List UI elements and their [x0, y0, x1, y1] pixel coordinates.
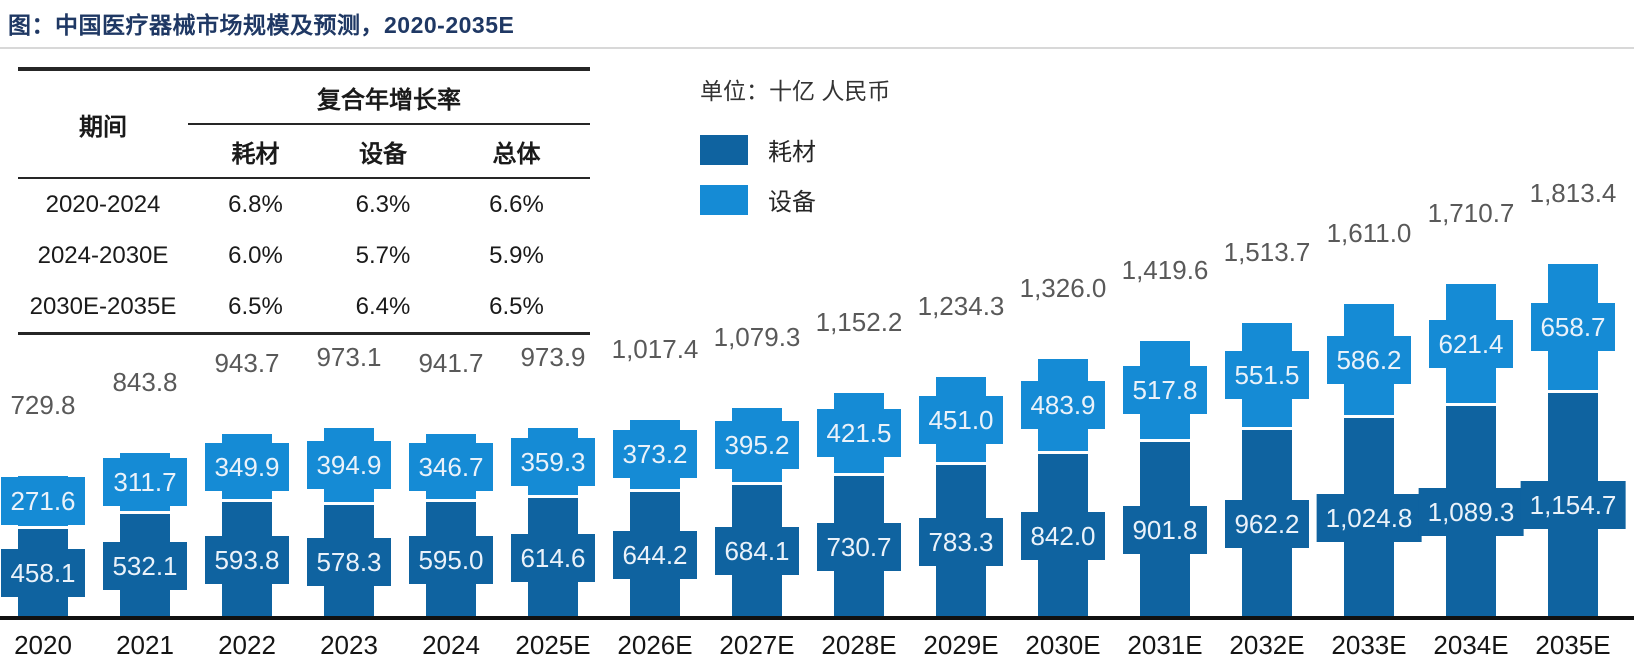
- bar-value-label-equipment: 483.9: [1021, 381, 1105, 430]
- bar-value-label-equipment: 349.9: [205, 442, 289, 491]
- table-period-header: 期间: [18, 69, 188, 179]
- figure-title: 图：中国医疗器械市场规模及预测，2020-2035E: [8, 12, 515, 38]
- bar-value-label-consumables: 644.2: [613, 531, 697, 580]
- x-axis-label: 2035E: [1535, 630, 1611, 658]
- table-cell-consumables: 6.8%: [228, 190, 283, 218]
- bar-value-label-equipment: 658.7: [1531, 303, 1615, 352]
- bar-value-label-equipment: 451.0: [919, 395, 1003, 444]
- legend-item-consumables: 耗材: [700, 132, 890, 167]
- bar-value-label-equipment: 311.7: [103, 458, 187, 507]
- table-subheader-equipment: 设备: [323, 124, 443, 179]
- bar-value-label-consumables: 595.0: [409, 535, 493, 584]
- bar-total-label: 1,326.0: [1019, 273, 1107, 304]
- x-axis-label: 2034E: [1433, 630, 1509, 658]
- x-axis-label: 2020: [14, 630, 72, 658]
- table-cagr-header: 复合年增长率: [188, 69, 591, 125]
- table-cell-period: 2024-2030E: [37, 241, 169, 269]
- bar-value-label-consumables: 962.2: [1225, 500, 1309, 549]
- bar-total-label: 1,234.3: [917, 291, 1005, 322]
- bar-total-label: 943.7: [214, 347, 280, 378]
- bar-value-label-consumables: 842.0: [1021, 511, 1105, 560]
- bar-value-label-consumables: 578.3: [307, 537, 391, 586]
- bar-value-label-equipment: 421.5: [817, 408, 901, 457]
- legend: 单位：十亿 人民币 耗材 设备: [700, 72, 890, 232]
- legend-item-equipment: 设备: [700, 182, 890, 217]
- x-axis-label: 2024: [422, 630, 480, 658]
- table-cell-overall: 6.6%: [489, 190, 544, 218]
- unit-label: 单位：十亿 人民币: [700, 78, 891, 104]
- bar-value-label-consumables: 1,024.8: [1316, 494, 1422, 543]
- bar-value-label-equipment: 271.6: [1, 476, 85, 525]
- bar-total-label: 1,513.7: [1223, 236, 1311, 267]
- bar-total-label: 973.1: [316, 342, 382, 373]
- x-axis-label: 2025E: [515, 630, 591, 658]
- x-axis-label: 2032E: [1229, 630, 1305, 658]
- x-axis-label: 2026E: [617, 630, 693, 658]
- x-axis-label: 2031E: [1127, 630, 1203, 658]
- bar-value-label-equipment: 586.2: [1327, 335, 1411, 384]
- bar-total-label: 1,710.7: [1427, 198, 1515, 229]
- table-subheader-consumables: 耗材: [188, 124, 323, 179]
- x-axis-label: 2023: [320, 630, 378, 658]
- bar-total-label: 973.9: [520, 342, 586, 373]
- table-cell-period: 2020-2024: [45, 190, 161, 218]
- bar-value-label-equipment: 517.8: [1123, 366, 1207, 415]
- table-cell-consumables: 6.0%: [228, 241, 283, 269]
- bar-total-label: 1,813.4: [1529, 178, 1617, 209]
- table-cell-overall: 6.5%: [489, 292, 544, 320]
- table-cell-equipment: 5.7%: [355, 241, 411, 269]
- bar-total-label: 1,152.2: [815, 307, 903, 338]
- legend-label-equipment: 设备: [768, 189, 816, 216]
- legend-label-consumables: 耗材: [768, 139, 816, 166]
- x-axis-label: 2021: [116, 630, 174, 658]
- bar-value-label-consumables: 532.1: [103, 542, 187, 591]
- bar-value-label-equipment: 551.5: [1225, 351, 1309, 400]
- bar-total-label: 1,079.3: [713, 321, 801, 352]
- table-cell-equipment: 6.4%: [355, 292, 411, 320]
- x-axis-label: 2027E: [719, 630, 795, 658]
- bar-value-label-consumables: 593.8: [205, 536, 289, 585]
- table-cell-consumables: 6.5%: [228, 292, 283, 320]
- table-row: 2024-2030E 6.0% 5.7% 5.9%: [18, 230, 590, 281]
- bar-value-label-consumables: 684.1: [715, 527, 799, 576]
- bar-value-label-equipment: 359.3: [511, 437, 595, 486]
- x-axis-label: 2022: [218, 630, 276, 658]
- bar-value-label-consumables: 458.1: [1, 549, 85, 598]
- x-axis-label: 2030E: [1025, 630, 1101, 658]
- table-cell-equipment: 6.3%: [355, 190, 411, 218]
- bar-value-label-consumables: 614.6: [511, 534, 595, 583]
- bar-total-label: 941.7: [418, 348, 484, 379]
- bar-value-label-consumables: 901.8: [1123, 506, 1207, 555]
- x-axis-label: 2029E: [923, 630, 999, 658]
- bar-total-label: 1,419.6: [1121, 255, 1209, 286]
- x-axis-label: 2033E: [1331, 630, 1407, 658]
- legend-swatch-consumables: [700, 134, 748, 165]
- bar-value-label-equipment: 395.2: [715, 420, 799, 469]
- bar-value-label-equipment: 621.4: [1429, 319, 1513, 368]
- title-divider: [0, 47, 1634, 49]
- bar-value-label-consumables: 730.7: [817, 522, 901, 571]
- table-row: 2020-2024 6.8% 6.3% 6.6%: [18, 178, 590, 230]
- bar-total-label: 729.8: [10, 389, 76, 420]
- x-axis-label: 2028E: [821, 630, 897, 658]
- cagr-table: 期间 复合年增长率 耗材 设备 总体 2020-2024 6.8% 6.3% 6…: [18, 67, 591, 335]
- x-axis-line: [0, 616, 1634, 620]
- table-cell-period: 2030E-2035E: [29, 292, 177, 320]
- bar-total-label: 1,017.4: [611, 333, 699, 364]
- bar-value-label-equipment: 373.2: [613, 430, 697, 479]
- table-row: 2030E-2035E 6.5% 6.4% 6.5%: [18, 281, 590, 334]
- bar-value-label-equipment: 394.9: [307, 441, 391, 490]
- table-subheader-overall: 总体: [443, 124, 591, 179]
- bar-value-label-consumables: 1,154.7: [1520, 481, 1626, 530]
- bar-value-label-equipment: 346.7: [409, 442, 493, 491]
- table-cell-overall: 5.9%: [489, 241, 544, 269]
- bar-total-label: 843.8: [112, 367, 178, 398]
- bar-value-label-consumables: 1,089.3: [1418, 487, 1524, 536]
- legend-swatch-equipment: [700, 184, 748, 215]
- bar-value-label-consumables: 783.3: [919, 517, 1003, 566]
- bar-total-label: 1,611.0: [1326, 217, 1412, 248]
